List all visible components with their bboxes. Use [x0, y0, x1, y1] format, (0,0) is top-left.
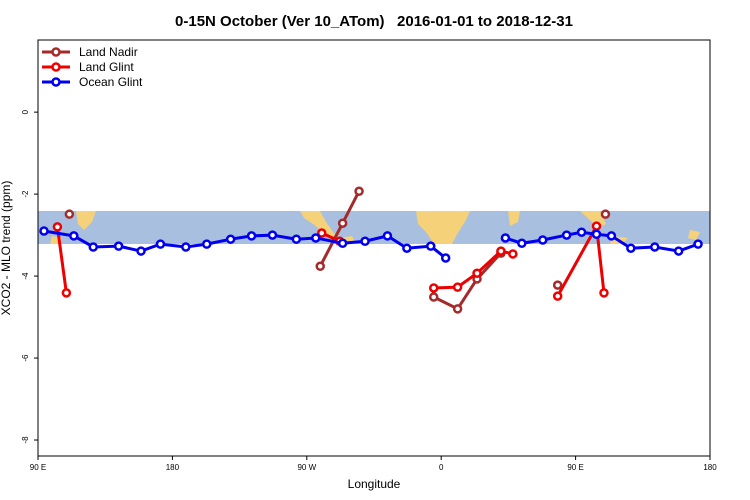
x-tick-label: 90 E [567, 463, 583, 472]
point [402, 243, 412, 253]
x-tick-label: 90 W [297, 463, 316, 472]
legend-marker [51, 62, 61, 72]
legend-label: Land Nadir [79, 45, 138, 59]
chart-title: 0-15N October (Ver 10_ATom) 2016-01-01 t… [175, 13, 573, 30]
point [428, 292, 439, 302]
point [537, 235, 548, 245]
point [64, 209, 75, 219]
point [452, 282, 463, 292]
point [113, 241, 124, 251]
point [552, 280, 563, 290]
point [246, 231, 257, 241]
point [291, 234, 302, 244]
point [337, 238, 348, 249]
x-axis-label: Longitude [348, 477, 401, 491]
point [52, 222, 63, 232]
legend-marker [51, 77, 61, 87]
point [649, 242, 660, 252]
y-tick-label: -8 [21, 436, 30, 444]
point [181, 242, 191, 252]
point [440, 253, 451, 263]
point [354, 186, 364, 196]
point [267, 230, 278, 240]
plot-layer: 90 E 180 90 W 0 90 E 180 0 -2 -4 -6 -8 Land NadirLa… [21, 45, 717, 472]
point [315, 261, 325, 271]
y-tick-label: -6 [21, 354, 30, 362]
x-tick-label: 0 [439, 463, 444, 472]
point [201, 239, 212, 249]
point [576, 227, 587, 237]
point [337, 218, 348, 228]
point [673, 246, 684, 256]
point [155, 239, 166, 249]
point [606, 231, 617, 241]
point [311, 233, 321, 243]
point [552, 291, 563, 301]
point [508, 249, 518, 259]
point [600, 209, 611, 219]
x-tick-label: 180 [703, 463, 717, 472]
legend-label: Land Glint [79, 60, 134, 74]
plot-frame [37, 39, 711, 457]
point [382, 231, 393, 241]
point [428, 283, 439, 293]
series-line [55, 221, 606, 297]
y-tick-label: 0 [21, 109, 30, 114]
point [599, 288, 609, 298]
point [472, 268, 482, 278]
point [316, 228, 327, 238]
y-tick-label: -2 [21, 190, 30, 198]
point [360, 236, 370, 246]
y-tick-label: -4 [21, 272, 30, 280]
point [88, 242, 99, 252]
point [693, 239, 703, 249]
x-tick-label: 180 [166, 463, 180, 472]
point [425, 241, 436, 251]
point [39, 226, 49, 236]
point [591, 221, 602, 231]
point [69, 231, 79, 241]
point [517, 238, 527, 249]
point [626, 243, 636, 253]
point [61, 288, 72, 298]
point [496, 246, 506, 256]
point [561, 230, 572, 240]
legend-label: Ocean Glint [79, 75, 143, 89]
point [452, 304, 463, 314]
y-axis-label: XCO2 - MLO trend (ppm) [0, 181, 13, 316]
x-tick-label: 90 E [30, 463, 46, 472]
point [500, 233, 511, 243]
point [225, 234, 236, 244]
point [591, 229, 602, 240]
point [136, 246, 146, 256]
series-line [320, 191, 605, 309]
legend-marker [51, 47, 61, 57]
